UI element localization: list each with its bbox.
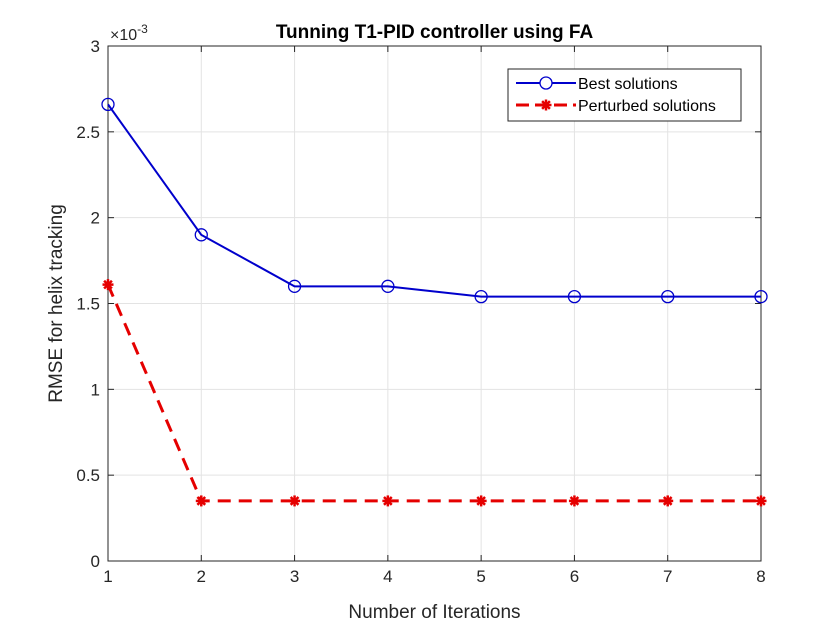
x-tick-label: 5: [476, 567, 485, 586]
series-2-point: [102, 279, 114, 291]
y-exponent-label: ×10-3: [110, 22, 148, 44]
y-tick-label: 1: [91, 380, 100, 399]
y-tick-label: 2: [91, 209, 100, 228]
series-line-2: [106, 284, 761, 503]
y-tick-label: 2.5: [76, 123, 100, 142]
y-tick-label: 0.5: [76, 466, 100, 485]
legend-label-2: Perturbed solutions: [578, 98, 716, 115]
series-2-point: [289, 495, 301, 507]
y-tick-label: 3: [91, 37, 100, 56]
x-tick-label: 4: [383, 567, 392, 586]
series-2-point: [755, 495, 767, 507]
series-2-point: [382, 495, 394, 507]
y-exponent-base: ×10: [110, 27, 137, 44]
legend-marker-2: [540, 99, 552, 111]
series-2-point: [195, 495, 207, 507]
series-1-point: [194, 228, 208, 242]
series-1-point: [101, 97, 115, 112]
x-tick-label: 1: [103, 567, 112, 586]
series-2-point: [475, 495, 487, 507]
x-tick-label: 6: [570, 567, 579, 586]
x-tick-label: 2: [197, 567, 206, 586]
x-axis-label: Number of Iterations: [348, 602, 520, 623]
series-1-point: [474, 289, 488, 304]
legend-marker-1: [539, 76, 553, 90]
series-1-point: [567, 289, 582, 304]
legend-label-1: Best solutions: [578, 76, 678, 93]
series-2-point: [568, 495, 580, 507]
series-1-point: [287, 279, 302, 293]
x-tick-label: 3: [290, 567, 299, 586]
series-line-1: [107, 103, 761, 298]
x-tick-label: 8: [756, 567, 765, 586]
y-axis-label: RMSE for helix tracking: [46, 204, 67, 403]
chart-title: Tunning T1-PID controller using FA: [276, 22, 594, 43]
x-tick-label: 7: [663, 567, 672, 586]
y-tick-label: 1.5: [76, 295, 100, 314]
series-layer: [101, 97, 768, 507]
axes: 1 2 3 4 5 6 7 8 0 0.5 1 1.5 2 2.5 3: [76, 37, 765, 586]
series-1-point: [754, 289, 768, 304]
series-1-point: [381, 279, 395, 293]
series-2-point: [662, 495, 674, 507]
series-1-point: [661, 289, 675, 304]
legend: Best solutions Perturbed solutions: [507, 68, 742, 122]
y-exponent-power: -3: [137, 22, 148, 36]
y-tick-label: 0: [91, 552, 100, 571]
